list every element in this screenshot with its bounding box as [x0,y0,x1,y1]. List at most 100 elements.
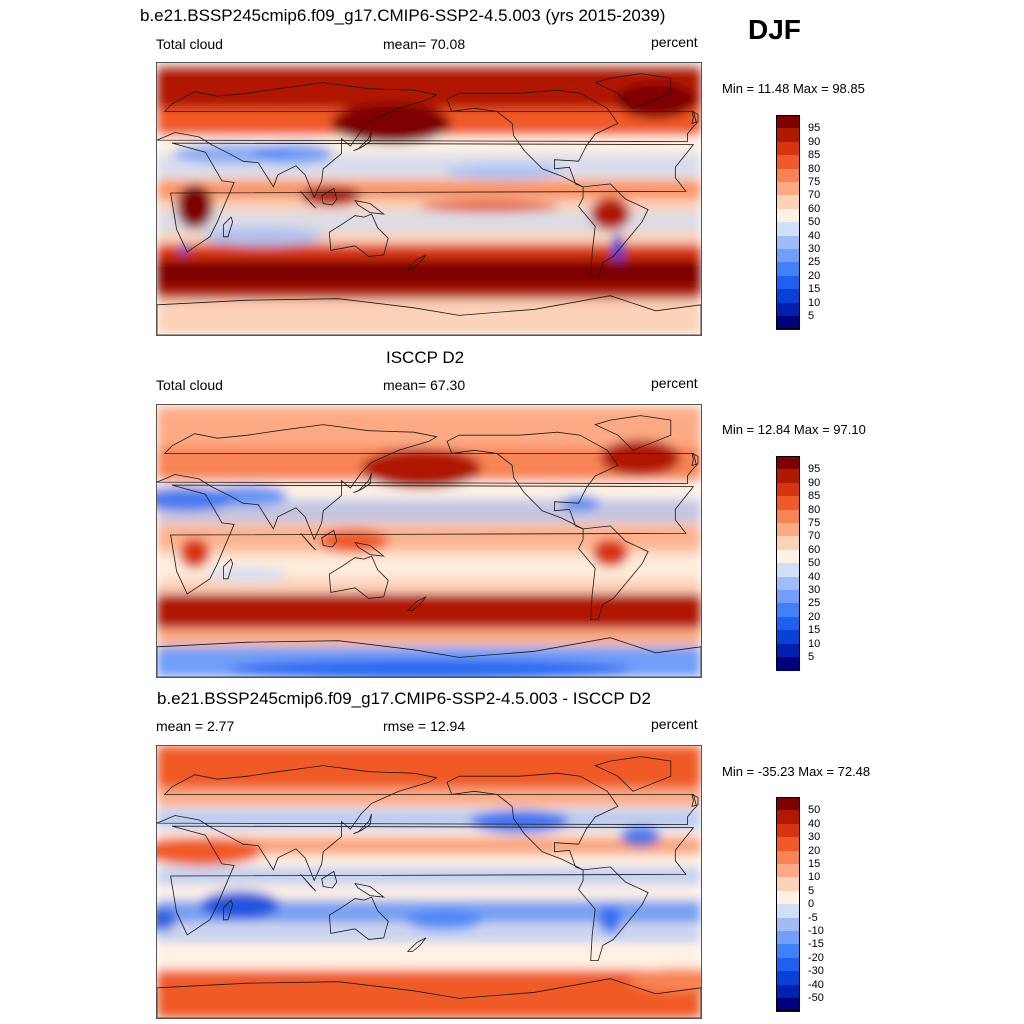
colorbar-tick-label: 20 [808,269,821,282]
colorbar-tick-label: 90 [808,476,821,489]
colorbar-tick-label: 0 [808,898,815,911]
coastline [157,424,697,541]
colorbar-swatch [776,590,800,604]
field-band [157,969,701,1018]
panel-2-map [156,404,702,678]
colorbar-swatch [776,944,800,959]
field-feature [419,200,560,213]
coastline [157,637,701,677]
field-band [157,788,701,807]
coastline [170,825,695,936]
coastline [354,882,386,898]
colorbar-swatch [776,155,800,170]
field-feature [469,809,570,834]
colorbar-swatch [776,275,800,290]
colorbar-tick-label: 75 [808,176,821,188]
colorbar-tick-label: 50 [808,216,821,229]
field-feature [176,184,213,229]
colorbar-swatch [776,643,800,658]
colorbar-swatch [776,289,800,304]
panel-1-variable-label: Total cloud [156,36,223,52]
coastline [353,813,372,834]
field-feature [615,82,696,119]
coastline [446,772,619,871]
field-band [157,866,701,886]
colorbar-swatch [776,864,800,878]
field-feature [560,495,601,512]
colorbar-swatch [776,549,800,564]
panel-1-title: b.e21.BSSP245cmip6.f09_g17.CMIP6-SSP2-4.… [140,6,666,25]
field-feature [229,659,629,677]
coastline [321,870,338,889]
field-feature [157,837,263,866]
field-feature [592,539,629,568]
coastline [446,431,619,530]
coastline-layer [157,73,701,335]
colorbar-tick-label: -15 [808,938,824,951]
panel-2-minmax: Min = 12.84 Max = 97.10 [722,422,866,437]
colorbar-tick-label: 50 [808,804,821,817]
coastline [691,793,699,807]
colorbar-tick-label: 10 [808,296,821,309]
colorbar-swatch [776,616,800,631]
colorbar-tick-label: 85 [808,149,821,162]
colorbar-swatch [776,115,800,129]
coastline [170,142,695,253]
coastline [578,525,649,621]
colorbar-tick-label: 25 [808,597,821,610]
colorbar-swatch [776,904,800,919]
colorbar-swatch [776,823,800,838]
coastline [354,541,386,557]
field-band [157,408,701,448]
colorbar-swatch [776,523,800,537]
colorbar-tick-label: 60 [808,543,821,556]
colorbar-tick-label: 70 [808,530,821,543]
coastline-layer [157,415,701,677]
colorbar-swatch [776,208,800,223]
field-feature [620,826,661,847]
colorbar-swatch [776,917,800,932]
panel-1-mean-label: mean= 70.08 [383,36,466,52]
coastline [328,896,389,940]
coastline [300,874,316,892]
field-feature [590,198,631,231]
colorbar-swatch [776,316,800,330]
colorbar-tick-label: 75 [808,517,821,529]
field-band [157,301,701,335]
colorbar-tick-label: -5 [808,911,818,924]
coastline [157,82,697,199]
colorbar-tick-label: 95 [808,122,821,135]
colorbar-tick-label: 40 [808,229,821,242]
panel-1-minmax: Min = 11.48 Max = 98.85 [722,81,865,96]
field-band [157,66,701,112]
colorbar-swatch [776,469,800,484]
coastline [321,187,338,206]
coastline [300,191,316,209]
colorbar-tick-label: 15 [808,858,821,870]
colorbar-swatch [776,222,800,237]
colorbar-swatch [776,998,800,1012]
field-band [157,593,701,629]
field-feature [207,485,288,506]
coastline [157,295,701,335]
coastline-layer [157,756,701,1018]
map-field-layer [157,405,701,677]
coastline [353,472,372,493]
field-feature [300,185,361,206]
coastline [406,937,427,952]
colorbar-swatch [776,509,800,524]
colorbar-tick-label: 85 [808,490,821,503]
coastline [406,596,427,611]
colorbar-tick-label: -30 [808,965,824,978]
map-field-svg [157,746,701,1018]
colorbar-swatch [776,563,800,578]
colorbar-tick-label: 80 [808,503,821,516]
colorbar-swatch [776,195,800,210]
colorbar-swatch [776,128,800,143]
coastline [691,452,699,466]
season-label: DJF [748,14,801,45]
colorbar-tick-label: -40 [808,978,824,991]
field-feature [628,968,701,993]
map-field-svg [157,405,701,677]
colorbar-swatch [776,182,800,196]
